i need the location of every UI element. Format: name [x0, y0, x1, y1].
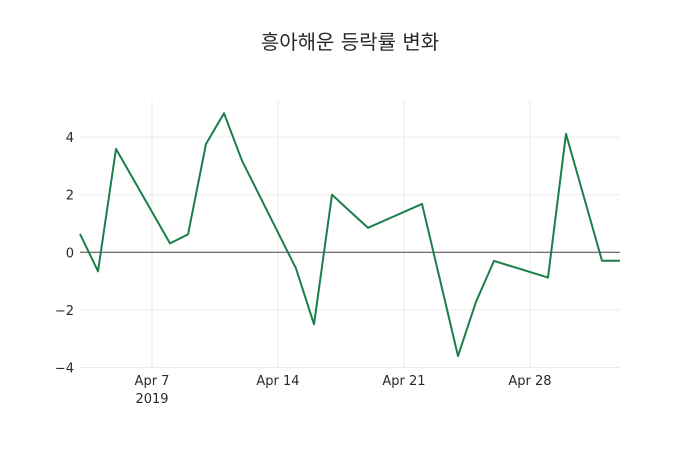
x-tick-label: Apr 14	[256, 374, 299, 389]
series-line-rate-change	[79, 112, 620, 357]
y-tick-label: 4	[66, 131, 74, 146]
y-tick-label: −4	[55, 362, 74, 377]
y-tick-label: 0	[66, 246, 74, 261]
y-axis-ticks: −4 −2 0 2 4	[55, 131, 74, 376]
y-tick-label: 2	[66, 189, 74, 204]
x-axis-ticks: Apr 7 2019 Apr 14 Apr 21 Apr 28	[135, 374, 552, 407]
x-tick-label: Apr 7	[135, 374, 170, 389]
x-tick-label: Apr 28	[508, 374, 551, 389]
x-tick-label: Apr 21	[382, 374, 425, 389]
x-tick-year-label: 2019	[135, 392, 168, 407]
grid-lines	[80, 100, 620, 368]
chart-title: 흥아해운 등락률 변화	[261, 30, 439, 54]
y-tick-label: −2	[55, 304, 74, 319]
